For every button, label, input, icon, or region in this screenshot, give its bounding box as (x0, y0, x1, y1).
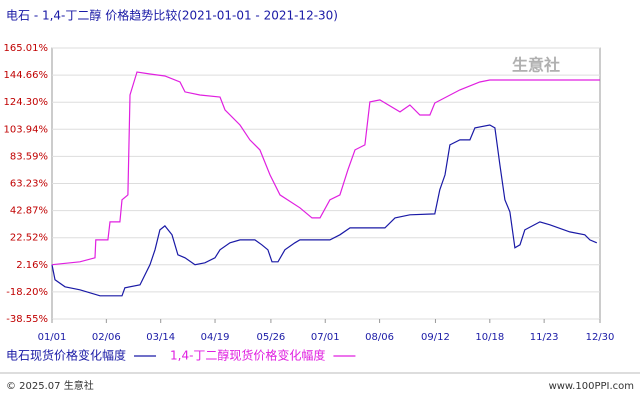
legend-label: 电石现货价格变化幅度 (6, 348, 126, 363)
y-tick-label: 165.01% (4, 43, 49, 54)
x-tick-label: 11/23 (530, 332, 559, 343)
x-tick-label: 12/30 (586, 332, 615, 343)
y-tick-label: 63.23% (10, 179, 48, 190)
y-tick-label: -18.20% (6, 287, 48, 298)
x-tick-label: 04/19 (201, 332, 230, 343)
x-tick-label: 01/01 (38, 332, 67, 343)
x-tick-label: 09/12 (421, 332, 450, 343)
x-tick-label: 08/06 (365, 332, 394, 343)
y-tick-label: 42.87% (10, 206, 48, 217)
watermark: 生意社 (512, 56, 560, 75)
chart-title: 电石 - 1,4-丁二醇 价格趋势比较(2021-01-01 - 2021-12… (6, 8, 338, 23)
series-line (51, 71, 600, 266)
x-tick-label: 02/06 (92, 332, 121, 343)
y-tick-label: 124.30% (4, 97, 49, 108)
x-tick-label: 10/18 (475, 332, 504, 343)
footer-right: www.100PPI.com (549, 381, 634, 392)
y-tick-label: 83.59% (10, 151, 48, 162)
y-tick-label: 103.94% (4, 124, 49, 135)
x-tick-label: 07/01 (311, 332, 340, 343)
footer-left: © 2025.07 生意社 (6, 379, 94, 392)
y-tick-label: 144.66% (4, 70, 49, 81)
legend-label: 1,4-丁二醇现货价格变化幅度 (170, 348, 325, 363)
y-tick-label: 22.52% (10, 233, 48, 244)
x-tick-label: 05/26 (256, 332, 285, 343)
y-tick-label: 2.16% (16, 260, 48, 271)
y-tick-label: -38.55% (6, 314, 48, 325)
series-line (51, 124, 598, 297)
x-tick-label: 03/14 (146, 332, 175, 343)
